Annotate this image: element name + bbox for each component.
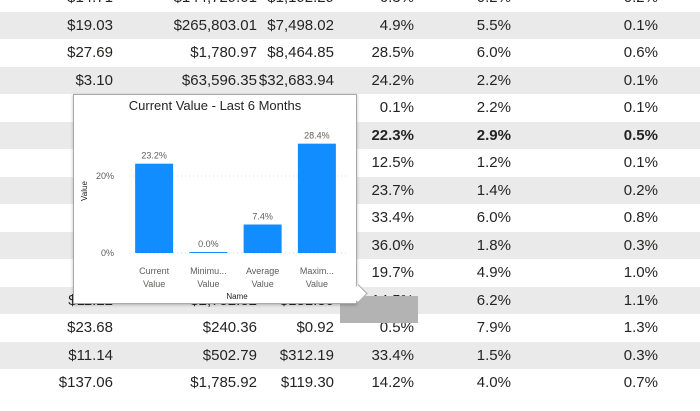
table-row[interactable]: $14.71 $144,729.01 $1,192.29 6.3% 0.2% 0.2%	[0, 0, 700, 11]
table-cell[interactable]: 33.4%	[371, 209, 414, 226]
table-cell[interactable]: 33.4%	[371, 346, 414, 364]
table-cell[interactable]: $3.10	[75, 71, 113, 89]
table-cell[interactable]: 23.7%	[371, 181, 414, 199]
table-cell[interactable]: $7,498.02	[267, 16, 334, 34]
data-label: 23.2%	[141, 151, 167, 161]
y-tick-label: 20%	[96, 171, 114, 181]
table-cell[interactable]: $502.79	[202, 346, 257, 364]
table-cell[interactable]: 0.1%	[623, 99, 658, 116]
table-cell[interactable]: $137.06	[58, 374, 113, 391]
table-cell[interactable]: 0.5%	[379, 319, 414, 336]
table-cell[interactable]: 19.7%	[371, 264, 414, 281]
table-cell[interactable]: 5.5%	[476, 16, 511, 34]
table-cell[interactable]: 22.3%	[371, 126, 414, 144]
x-tick-label: Value	[197, 279, 219, 289]
x-tick-label: Current	[139, 266, 170, 276]
table-cell[interactable]: $23.68	[67, 319, 113, 336]
table-cell[interactable]: 2.2%	[476, 71, 511, 89]
table-cell[interactable]: 6.0%	[476, 209, 511, 226]
table-cell[interactable]: $240.36	[202, 319, 257, 336]
table-cell[interactable]: $19.03	[67, 16, 113, 34]
table-cell[interactable]: 6.2%	[476, 291, 511, 309]
table-row[interactable]: $133.4%6.0%0.8%	[0, 204, 700, 231]
bar-4	[297, 143, 336, 253]
table-row[interactable]: 0.1% 2.2% 0.1%	[0, 94, 700, 121]
table-row[interactable]: $27.69 $1,780.97 $8,464.85 28.5% 6.0% 0.6%	[0, 39, 700, 66]
table-cell[interactable]: 4.9%	[476, 264, 511, 281]
table-cell[interactable]: 6.3%	[380, 0, 414, 11]
table-cell[interactable]: 2.2%	[476, 99, 511, 116]
table-cell[interactable]: $1,785.92	[190, 374, 257, 391]
x-tick-label: Average	[246, 266, 279, 276]
table-row[interactable]: $137.06 $1,785.92 $119.30 14.2% 4.0% 0.7%	[0, 369, 700, 396]
table-cell[interactable]: $1,780.97	[190, 44, 257, 61]
table-cell[interactable]: 36.0%	[371, 236, 414, 254]
x-tick-label: Value	[143, 279, 165, 289]
tooltip-title: Current Value - Last 6 Months	[128, 98, 302, 113]
table-cell[interactable]: 1.5%	[476, 346, 511, 364]
table-cell[interactable]: 7.9%	[476, 319, 511, 336]
table-cell[interactable]: 24.2%	[371, 71, 414, 89]
table-cell[interactable]: 14.2%	[371, 374, 414, 391]
table-cell[interactable]: $119.30	[280, 374, 334, 391]
table-cell[interactable]: $265,803.01	[173, 16, 257, 34]
table-cell[interactable]: 0.1%	[623, 154, 658, 171]
table-cell[interactable]: 0.3%	[623, 346, 658, 364]
y-tick-label: 0%	[101, 248, 114, 258]
x-tick-label: Value	[306, 279, 328, 289]
table-cell[interactable]: 0.1%	[623, 16, 658, 34]
table-cell[interactable]: 0.7%	[623, 374, 658, 391]
table-cell[interactable]: 0.6%	[623, 44, 658, 61]
table-row[interactable]: $3.10 $63,596.35 $32,683.94 24.2% 2.2% 0.1%	[0, 66, 700, 94]
table-cell[interactable]: 1.8%	[476, 236, 511, 254]
table-cell[interactable]: 6.0%	[476, 44, 511, 61]
table-cell[interactable]: 4.9%	[379, 16, 414, 34]
table-cell[interactable]: $1,192.29	[267, 0, 334, 11]
table-cell[interactable]: 0.8%	[623, 209, 658, 226]
table-cell[interactable]: 12.5%	[371, 154, 414, 171]
table-cell[interactable]: 1.3%	[623, 319, 658, 336]
x-tick-label: Maxim...	[300, 266, 334, 276]
table-cell[interactable]: $63,596.35	[181, 71, 257, 89]
table-cell[interactable]: $144,729.01	[174, 0, 257, 11]
bar-1	[135, 163, 174, 253]
table-cell[interactable]: $14.71	[67, 0, 113, 11]
data-label: 0.0%	[198, 239, 219, 249]
table-cell[interactable]: 1.2%	[476, 154, 511, 171]
table-cell[interactable]: 2.9%	[476, 126, 511, 144]
data-label: 7.4%	[252, 212, 273, 222]
x-axis-label: Name	[226, 292, 248, 301]
bar-chart: 0% 20% Value 23.2% Current Value 0.0% Minimu...…	[80, 131, 346, 301]
table-cell[interactable]: 0.5%	[623, 126, 658, 144]
x-tick-label: Value	[251, 279, 273, 289]
table-cell[interactable]: 1.4%	[476, 181, 511, 199]
table-cell[interactable]: 0.2%	[624, 0, 658, 11]
data-label: 28.4%	[304, 131, 330, 141]
table-cell[interactable]: 1.0%	[623, 264, 658, 281]
table-row[interactable]: $11.14 $502.79 $312.19 33.4% 1.5% 0.3%	[0, 341, 700, 369]
table-cell[interactable]: $312.19	[279, 346, 334, 364]
chart-tooltip: Current Value - Last 6 Months 0% 20% Value…	[73, 94, 357, 304]
table-cell[interactable]: $11.14	[68, 346, 113, 364]
table-cell[interactable]: $8,464.85	[267, 44, 334, 61]
bar-3	[243, 224, 282, 253]
table-cell[interactable]: 0.1%	[379, 99, 414, 116]
table-cell[interactable]: 4.0%	[476, 374, 511, 391]
table-cell[interactable]: 0.1%	[623, 71, 658, 89]
table-cell[interactable]: 1.1%	[623, 291, 658, 309]
table-cell[interactable]: $0.92	[296, 319, 334, 336]
table-row[interactable]: $19.03 $265,803.01 $7,498.02 4.9% 5.5% 0.1%	[0, 11, 700, 39]
table-row[interactable]: $23.68 $240.36 $0.92 0.5% 7.9% 1.3%	[0, 314, 700, 341]
table-cell[interactable]: $27.69	[67, 44, 113, 61]
table-cell[interactable]: 0.2%	[477, 0, 511, 11]
table-cell[interactable]: $32,683.94	[258, 71, 334, 89]
table-cell[interactable]: 28.5%	[371, 44, 414, 61]
table-cell[interactable]: 0.2%	[623, 181, 658, 199]
table-cell[interactable]: 0.3%	[623, 236, 658, 254]
x-tick-label: Minimu...	[190, 266, 227, 276]
bar-2	[189, 252, 228, 253]
y-axis-label: Value	[80, 181, 89, 201]
